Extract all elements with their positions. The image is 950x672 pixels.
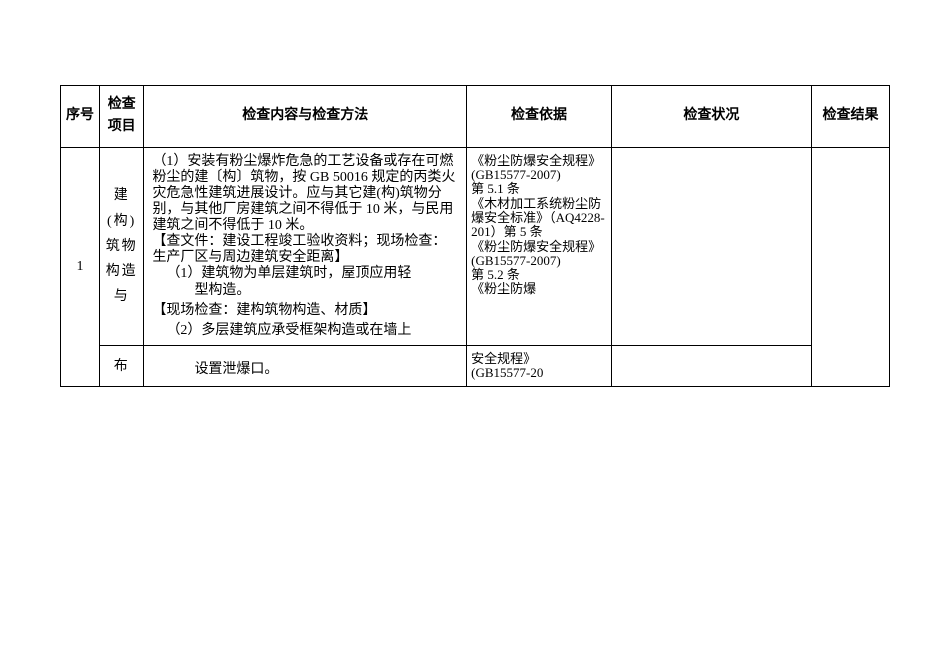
header-result: 检查结果 — [812, 86, 890, 148]
basis-p4: 《粉尘防爆安全规程》(GB15577-2007) — [471, 240, 607, 269]
basis-p5: 第 5.2 条 — [471, 268, 607, 282]
item-text-2: 布 — [102, 354, 142, 379]
cell-item-2: 布 — [99, 345, 144, 387]
basis2-p1: 安全规程》 — [471, 352, 607, 366]
inspection-table: 序号 检查项目 检查内容与检查方法 检查依据 检查状况 检查结果 1 建(构)筑… — [60, 85, 890, 387]
header-basis: 检查依据 — [467, 86, 612, 148]
data-row-2: 布 设置泄爆口。 安全规程》 (GB15577-20 — [61, 345, 890, 387]
seq-text: 1 — [76, 259, 83, 274]
cell-content-2: 设置泄爆口。 — [144, 345, 467, 387]
header-status: 检查状况 — [611, 86, 811, 148]
cell-item-1: 建(构)筑物构造与 — [99, 147, 144, 345]
content-p5: 【现场检查：建构筑物构造、材质】 — [152, 303, 458, 319]
basis-p3: 《木材加工系统粉尘防爆安全标准》（AQ4228-201）第 5 条 — [471, 197, 607, 240]
cell-result — [812, 147, 890, 387]
item-text-1: 建(构)筑物构造与 — [102, 183, 142, 309]
cell-seq: 1 — [61, 147, 100, 387]
basis-p2: 第 5.1 条 — [471, 182, 607, 196]
header-content-text: 检查内容与检查方法 — [242, 108, 368, 123]
header-item-text: 检查项目 — [102, 94, 142, 139]
header-seq-text: 序号 — [63, 105, 97, 127]
cell-basis-2: 安全规程》 (GB15577-20 — [467, 345, 612, 387]
content2-p1: 设置泄爆口。 — [152, 352, 458, 378]
content-p6: （2）多层建筑应承受框架构造或在墙上 — [152, 323, 458, 339]
cell-status-1 — [611, 147, 811, 345]
content-p2: 【查文件：建设工程竣工验收资料；现场检查：生产厂区与周边建筑安全距离】 — [152, 234, 458, 266]
header-row: 序号 检查项目 检查内容与检查方法 检查依据 检查状况 检查结果 — [61, 86, 890, 148]
header-content: 检查内容与检查方法 — [144, 86, 467, 148]
header-item: 检查项目 — [99, 86, 144, 148]
cell-basis-1: 《粉尘防爆安全规程》(GB15577-2007) 第 5.1 条 《木材加工系统… — [467, 147, 612, 345]
basis-p6: 《粉尘防爆 — [471, 282, 607, 296]
cell-status-2 — [611, 345, 811, 387]
content-p3: （1）建筑物为单层建筑时，屋顶应用轻 — [152, 266, 458, 282]
header-status-text: 检查状况 — [683, 108, 739, 123]
header-seq: 序号 — [61, 86, 100, 148]
content-p4: 型构造。 — [152, 283, 458, 299]
basis-p1: 《粉尘防爆安全规程》(GB15577-2007) — [471, 154, 607, 183]
header-result-text: 检查结果 — [823, 108, 879, 123]
content-p1: （1）安装有粉尘爆炸危急的工艺设备或存在可燃粉尘的建〔构〕筑物，按 GB 500… — [152, 154, 458, 234]
header-basis-text: 检查依据 — [511, 108, 567, 123]
basis2-p2: (GB15577-20 — [471, 366, 607, 380]
cell-content-1: （1）安装有粉尘爆炸危急的工艺设备或存在可燃粉尘的建〔构〕筑物，按 GB 500… — [144, 147, 467, 345]
data-row-1: 1 建(构)筑物构造与 （1）安装有粉尘爆炸危急的工艺设备或存在可燃粉尘的建〔构… — [61, 147, 890, 345]
